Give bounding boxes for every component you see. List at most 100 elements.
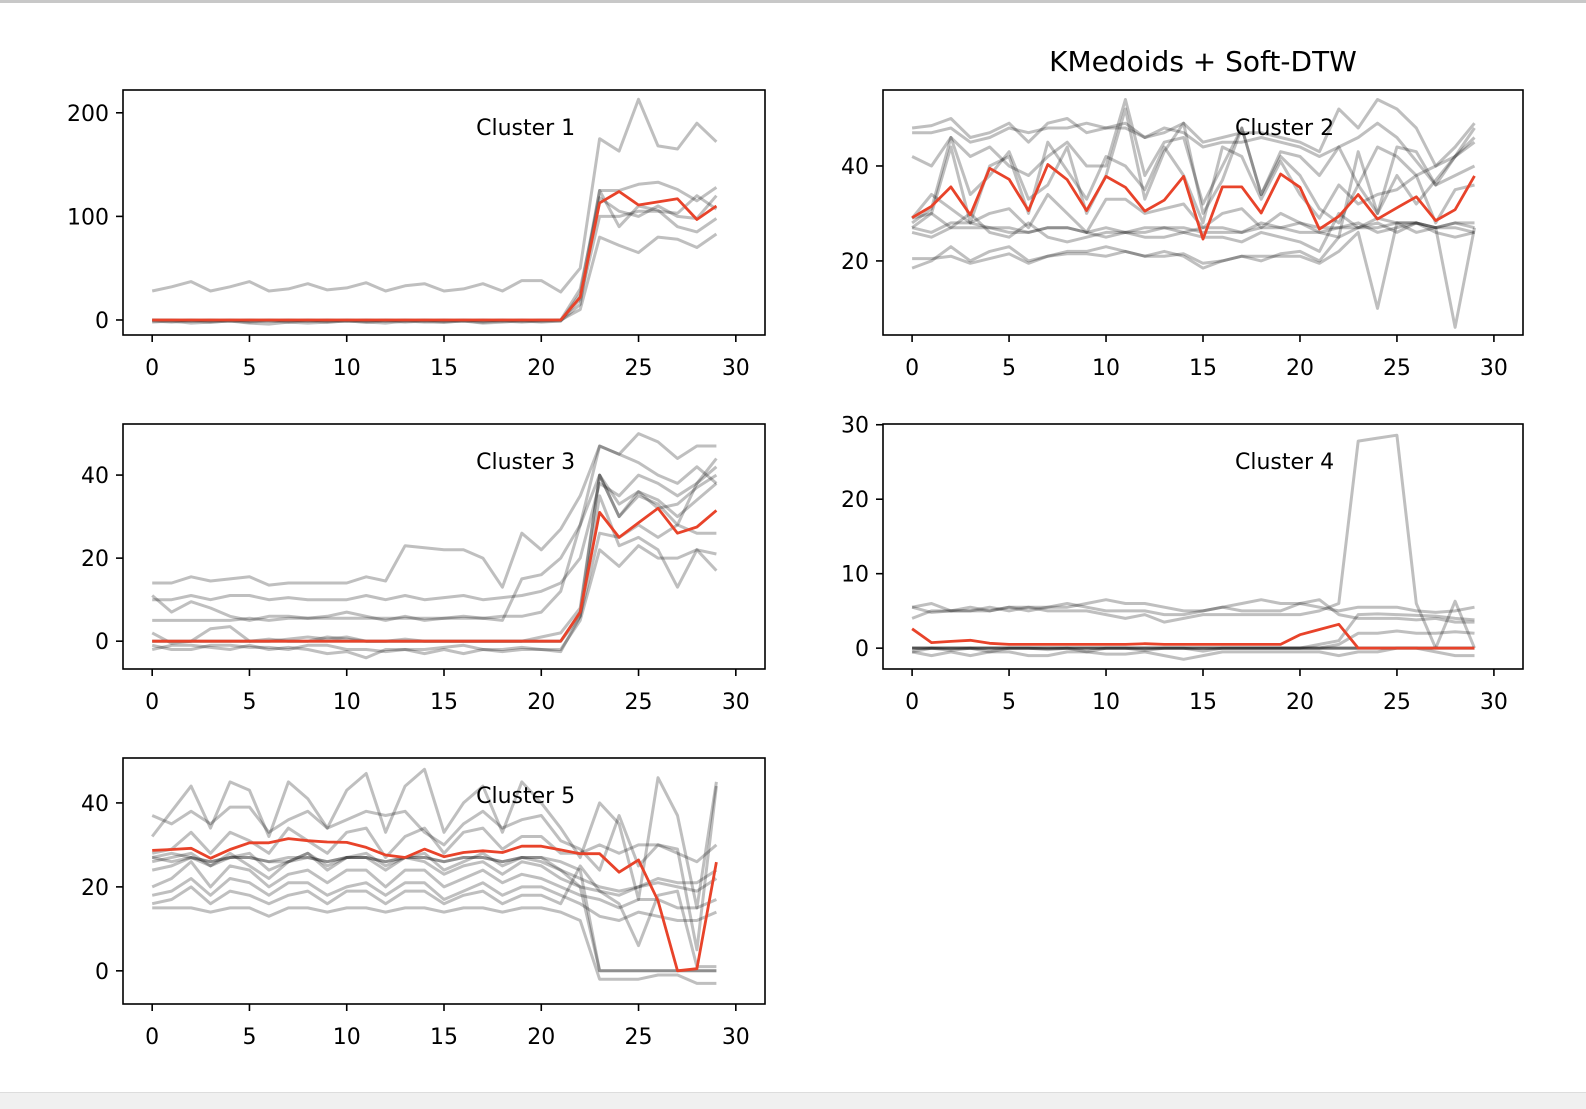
member-series-line <box>152 232 718 323</box>
y-tick-label: 20 <box>81 547 109 572</box>
axes-frame <box>122 423 766 670</box>
plot-area <box>151 767 718 985</box>
window-bottom-bar <box>0 1092 1586 1109</box>
x-tick-label: 20 <box>527 356 555 381</box>
member-series-line <box>911 107 1476 225</box>
member-series-line <box>151 851 717 973</box>
member-series-line <box>151 767 718 910</box>
member-series-line <box>910 140 1476 239</box>
x-tick-label: 10 <box>333 356 361 381</box>
y-tick-label: 20 <box>81 876 109 901</box>
cluster-label: Cluster 2 <box>1235 116 1334 141</box>
x-tick-label: 5 <box>242 690 256 715</box>
member-series-line <box>151 826 718 864</box>
medoid-series-line <box>911 622 1475 650</box>
plot-area <box>910 98 1476 329</box>
medoid-series-line <box>152 506 718 643</box>
x-tick-label: 5 <box>1002 356 1016 381</box>
x-tick-label: 30 <box>722 690 750 715</box>
member-series-line <box>152 194 718 322</box>
plot-area <box>151 432 718 660</box>
x-tick-label: 10 <box>1092 356 1120 381</box>
x-tick-label: 30 <box>1480 690 1508 715</box>
member-series-line <box>912 221 1475 265</box>
x-tick-label: 10 <box>1092 690 1120 715</box>
x-tick-label: 20 <box>1286 690 1314 715</box>
y-tick-label: 0 <box>95 630 109 655</box>
x-tick-label: 0 <box>905 690 919 715</box>
x-tick-label: 0 <box>145 690 159 715</box>
x-tick-label: 0 <box>145 1025 159 1050</box>
member-series-line <box>911 211 1475 253</box>
y-tick-label: 20 <box>841 488 869 513</box>
y-tick-label: 20 <box>841 250 869 275</box>
y-tick-label: 0 <box>855 637 869 662</box>
member-series-line <box>151 97 718 294</box>
member-series-line <box>152 189 718 324</box>
cluster-label: Cluster 4 <box>1235 450 1334 475</box>
y-tick-label: 40 <box>81 792 109 817</box>
subplot-4: 0 5 10 15 20 25 30 0 10 20 30 Cluster 4 <box>841 414 1524 715</box>
member-series-line <box>151 785 718 952</box>
subplot-5: 0 5 10 15 20 25 30 0 20 40 Cluster 5 <box>81 757 766 1050</box>
x-tick-label: 0 <box>145 356 159 381</box>
x-tick-label: 15 <box>1189 356 1217 381</box>
member-series-line <box>152 457 718 602</box>
x-tick-label: 10 <box>333 1025 361 1050</box>
member-series-line <box>911 646 1475 661</box>
x-tick-label: 5 <box>242 1025 256 1050</box>
cluster-label: Cluster 3 <box>476 450 575 475</box>
plot-area <box>151 97 718 326</box>
member-series-line <box>151 860 717 910</box>
x-tick-label: 5 <box>242 356 256 381</box>
subplot-1: 0 5 10 15 20 25 30 0 100 200 Cluster 1 <box>67 89 766 381</box>
x-tick-label: 30 <box>722 1025 750 1050</box>
member-series-line <box>151 465 718 622</box>
y-tick-label: 200 <box>67 102 109 127</box>
member-series-line <box>911 221 1475 234</box>
y-tick-label: 30 <box>841 414 869 439</box>
x-tick-label: 25 <box>625 690 653 715</box>
x-tick-label: 30 <box>722 356 750 381</box>
member-series-line <box>911 221 1476 329</box>
cluster-label: Cluster 1 <box>476 116 575 141</box>
medoid-series-line <box>152 837 718 973</box>
member-series-line <box>911 140 1475 229</box>
member-series-line <box>912 612 1475 650</box>
y-tick-label: 0 <box>95 309 109 334</box>
x-tick-label: 25 <box>1383 356 1411 381</box>
member-series-line <box>152 180 718 326</box>
member-series-line <box>151 864 717 969</box>
member-series-line <box>911 598 1475 624</box>
window-top-border <box>0 0 1586 3</box>
member-series-line <box>911 433 1475 650</box>
member-series-line <box>911 602 1475 617</box>
x-tick-label: 15 <box>430 1025 458 1050</box>
member-series-line <box>911 629 1475 654</box>
member-series-line <box>151 877 717 922</box>
x-tick-label: 25 <box>625 356 653 381</box>
x-tick-label: 25 <box>625 1025 653 1050</box>
y-tick-label: 10 <box>841 563 869 588</box>
y-tick-label: 0 <box>95 960 109 985</box>
x-tick-label: 15 <box>430 690 458 715</box>
x-tick-label: 20 <box>527 1025 555 1050</box>
member-series-line <box>151 851 718 897</box>
figure-title: KMedoids + Soft-DTW <box>1049 45 1357 78</box>
x-tick-label: 10 <box>333 690 361 715</box>
member-series-line <box>152 906 717 985</box>
x-tick-label: 20 <box>527 690 555 715</box>
member-series-line <box>912 121 1476 187</box>
member-series-line <box>151 544 717 660</box>
member-series-line <box>911 98 1476 168</box>
x-tick-label: 30 <box>1480 356 1508 381</box>
y-tick-label: 40 <box>81 464 109 489</box>
member-series-line <box>151 856 718 893</box>
member-series-line <box>911 221 1475 239</box>
member-series-line <box>152 444 718 622</box>
member-series-line <box>911 98 1476 206</box>
medoid-series-line <box>152 190 718 322</box>
x-tick-label: 25 <box>1383 690 1411 715</box>
x-tick-label: 0 <box>905 356 919 381</box>
